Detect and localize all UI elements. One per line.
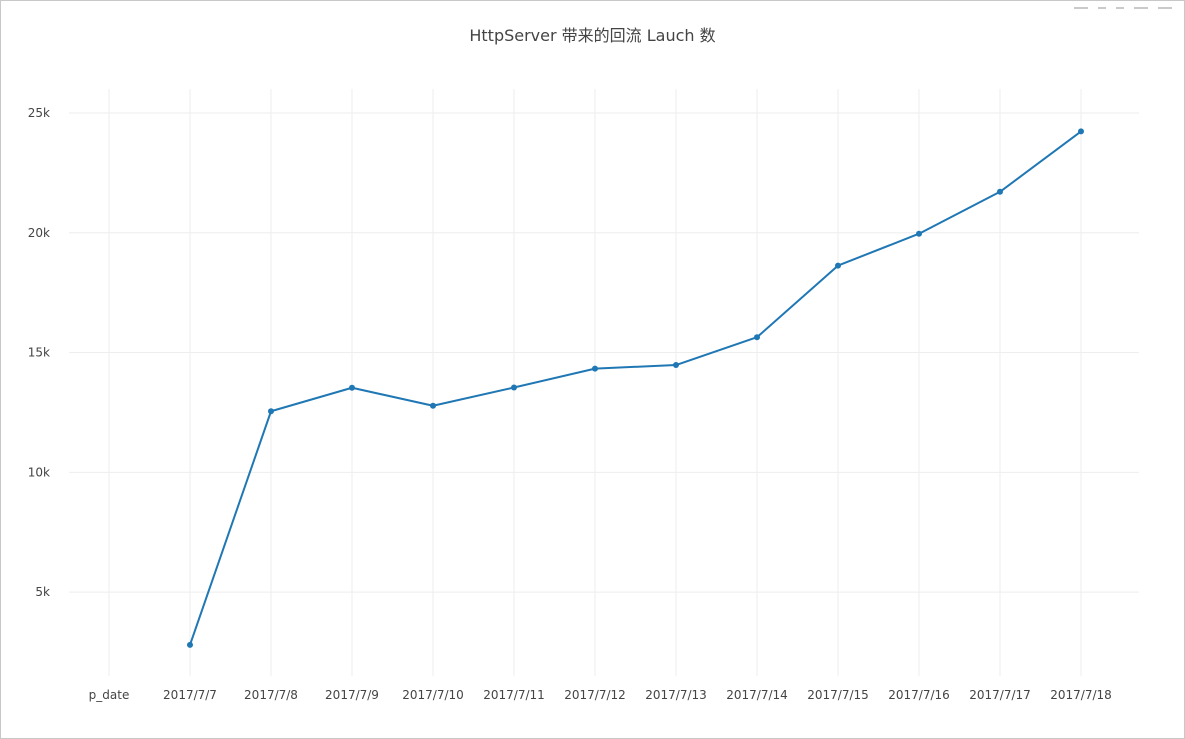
data-point[interactable]: [673, 362, 679, 369]
data-point[interactable]: [1078, 128, 1084, 135]
x-tick-label: 2017/7/12: [564, 688, 626, 702]
x-tick-label: 2017/7/8: [244, 688, 298, 702]
select-icon[interactable]: [1116, 1, 1124, 9]
x-tick-label: 2017/7/18: [1050, 688, 1112, 702]
data-point[interactable]: [592, 365, 598, 372]
x-tick-label: 2017/7/10: [402, 688, 464, 702]
autoscale-icon[interactable]: [1158, 1, 1172, 9]
data-point[interactable]: [511, 384, 517, 391]
data-point[interactable]: [754, 334, 760, 341]
data-point[interactable]: [268, 408, 274, 415]
y-gridlines: [69, 112, 1139, 593]
x-tick-label: 2017/7/16: [888, 688, 950, 702]
pan-icon[interactable]: [1098, 1, 1106, 9]
y-tick-label: 10k: [28, 465, 50, 479]
x-tick-labels: p_date 2017/7/7 2017/7/8 2017/7/9 2017/7/10 2…: [89, 688, 1112, 702]
chart-title: HttpServer 带来的回流 Lauch 数: [469, 26, 716, 45]
x-tick-label: 2017/7/15: [807, 688, 869, 702]
series-line[interactable]: [189, 130, 1082, 646]
y-tick-label: 5k: [35, 585, 50, 599]
points-layer: [187, 128, 1084, 648]
data-point[interactable]: [997, 188, 1003, 195]
zoom-in-icon[interactable]: [1134, 1, 1148, 9]
y-tick-labels: 5k 10k 15k 20k 25k: [28, 106, 50, 599]
x-tick-label: 2017/7/14: [726, 688, 788, 702]
zoom-icon[interactable]: [1074, 1, 1088, 9]
x-tick-label: 2017/7/11: [483, 688, 545, 702]
data-point[interactable]: [916, 230, 922, 237]
x-tick-label: p_date: [89, 688, 130, 702]
x-tick-label: 2017/7/17: [969, 688, 1031, 702]
y-tick-label: 20k: [28, 226, 50, 240]
data-point[interactable]: [430, 402, 436, 409]
chart-modebar[interactable]: [1074, 1, 1172, 9]
data-point[interactable]: [349, 384, 355, 391]
series-layer: [189, 130, 1082, 646]
x-tick-label: 2017/7/9: [325, 688, 379, 702]
x-tick-label: 2017/7/13: [645, 688, 707, 702]
data-point[interactable]: [835, 262, 841, 269]
y-tick-label: 15k: [28, 346, 50, 360]
data-point[interactable]: [187, 641, 193, 648]
x-gridlines: [108, 89, 1082, 676]
x-tick-label: 2017/7/7: [163, 688, 217, 702]
y-tick-label: 25k: [28, 106, 50, 120]
